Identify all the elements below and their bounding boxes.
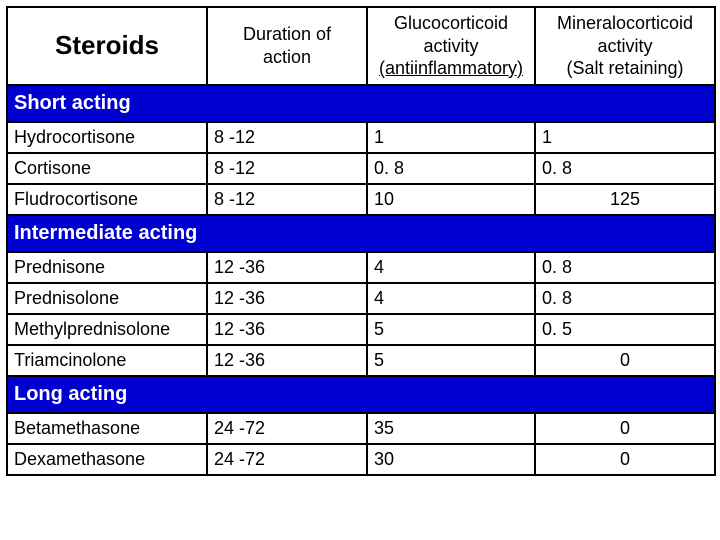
col-duration-l2: action: [263, 47, 311, 67]
duration: 8 -12: [207, 153, 367, 184]
mineral: 0. 5: [535, 314, 715, 345]
drug-name: Methylprednisolone: [7, 314, 207, 345]
duration: 8 -12: [207, 122, 367, 153]
mineral: 0. 8: [535, 283, 715, 314]
header-row: Steroids Duration of action Glucocortico…: [7, 7, 715, 85]
table-row: Methylprednisolone 12 -36 5 0. 5: [7, 314, 715, 345]
table-row: Triamcinolone 12 -36 5 0: [7, 345, 715, 376]
duration: 24 -72: [207, 413, 367, 444]
duration: 12 -36: [207, 283, 367, 314]
drug-name: Triamcinolone: [7, 345, 207, 376]
col-gluco-l3: (antiinflammatory): [379, 58, 523, 78]
col-duration: Duration of action: [207, 7, 367, 85]
mineral: 0. 8: [535, 153, 715, 184]
drug-name: Dexamethasone: [7, 444, 207, 475]
duration: 24 -72: [207, 444, 367, 475]
gluco: 1: [367, 122, 535, 153]
col-mineral-l1: Mineralocorticoid: [557, 13, 693, 33]
drug-name: Fludrocortisone: [7, 184, 207, 215]
col-gluco-l2: activity: [423, 36, 478, 56]
steroids-table: Steroids Duration of action Glucocortico…: [6, 6, 716, 476]
col-mineral-l3: (Salt retaining): [566, 58, 683, 78]
duration: 8 -12: [207, 184, 367, 215]
drug-name: Hydrocortisone: [7, 122, 207, 153]
col-gluco: Glucocorticoid activity (antiinflammator…: [367, 7, 535, 85]
table-title: Steroids: [7, 7, 207, 85]
table-row: Dexamethasone 24 -72 30 0: [7, 444, 715, 475]
col-duration-l1: Duration of: [243, 24, 331, 44]
col-mineral: Mineralocorticoid activity (Salt retaini…: [535, 7, 715, 85]
mineral: 0: [535, 413, 715, 444]
gluco: 30: [367, 444, 535, 475]
section-intermediate: Intermediate acting: [7, 215, 715, 252]
duration: 12 -36: [207, 252, 367, 283]
gluco: 5: [367, 345, 535, 376]
duration: 12 -36: [207, 345, 367, 376]
section-short: Short acting: [7, 85, 715, 122]
drug-name: Prednisone: [7, 252, 207, 283]
table-row: Betamethasone 24 -72 35 0: [7, 413, 715, 444]
mineral: 0: [535, 444, 715, 475]
mineral: 0. 8: [535, 252, 715, 283]
table-row: Fludrocortisone 8 -12 10 125: [7, 184, 715, 215]
gluco: 35: [367, 413, 535, 444]
gluco: 0. 8: [367, 153, 535, 184]
duration: 12 -36: [207, 314, 367, 345]
gluco: 5: [367, 314, 535, 345]
section-long: Long acting: [7, 376, 715, 413]
gluco: 10: [367, 184, 535, 215]
table-row: Hydrocortisone 8 -12 1 1: [7, 122, 715, 153]
drug-name: Betamethasone: [7, 413, 207, 444]
section-long-label: Long acting: [7, 376, 715, 413]
gluco: 4: [367, 283, 535, 314]
mineral: 0: [535, 345, 715, 376]
drug-name: Prednisolone: [7, 283, 207, 314]
mineral: 125: [535, 184, 715, 215]
col-gluco-l1: Glucocorticoid: [394, 13, 508, 33]
gluco: 4: [367, 252, 535, 283]
section-short-label: Short acting: [7, 85, 715, 122]
col-mineral-l2: activity: [597, 36, 652, 56]
section-intermediate-label: Intermediate acting: [7, 215, 715, 252]
drug-name: Cortisone: [7, 153, 207, 184]
table-row: Prednisolone 12 -36 4 0. 8: [7, 283, 715, 314]
table-row: Cortisone 8 -12 0. 8 0. 8: [7, 153, 715, 184]
mineral: 1: [535, 122, 715, 153]
table-row: Prednisone 12 -36 4 0. 8: [7, 252, 715, 283]
